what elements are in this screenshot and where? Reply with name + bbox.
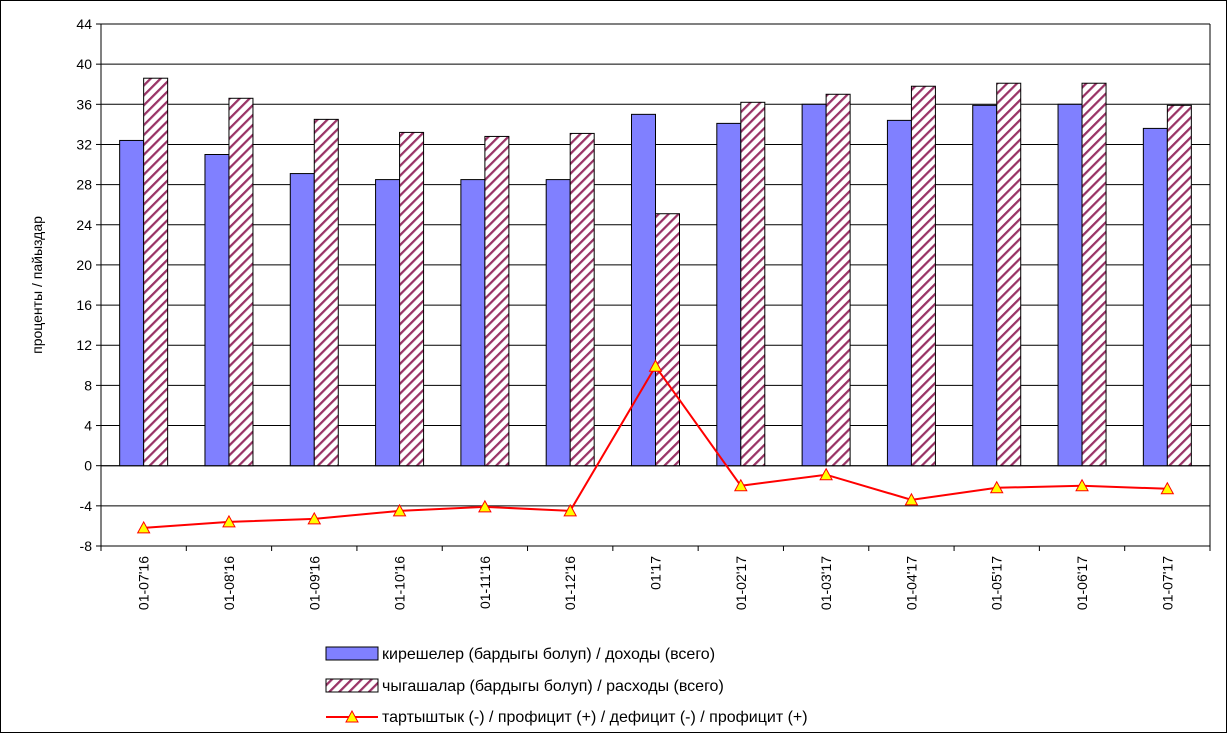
line-point-marker — [648, 359, 663, 372]
y-tick-label: 40 — [76, 56, 92, 72]
x-tick-label: 01'17 — [648, 556, 664, 590]
bar-income — [545, 179, 571, 467]
bar-income — [801, 103, 827, 467]
bar-income — [119, 139, 145, 467]
bar-expense — [740, 101, 766, 467]
bar-income — [289, 173, 315, 467]
bar-income — [886, 119, 912, 467]
legend-swatch-balance-marker — [345, 709, 359, 723]
line-point-marker — [392, 503, 407, 517]
bar-expense — [313, 118, 339, 467]
legend-swatch-expense — [325, 678, 379, 693]
line-point-marker — [819, 467, 833, 481]
legend-label: тартыштык (-) / профицит (+) / дефицит (… — [382, 709, 808, 726]
y-tick-label: 36 — [76, 96, 92, 112]
axes: -8 -4 0 4 8 12 16 20 24 28 32 36 40 44 проценты / пайы… — [29, 16, 1211, 610]
y-tick-label: 32 — [76, 136, 92, 152]
bars — [119, 77, 1192, 467]
bar-expense — [143, 77, 169, 467]
x-tick-label: 01-02'17 — [733, 556, 749, 610]
x-tick-label: 01-04'17 — [903, 556, 919, 610]
y-tick-label: 44 — [76, 16, 92, 32]
y-tick-label: -8 — [80, 538, 93, 554]
x-tick-label: 01-05'17 — [989, 556, 1005, 610]
x-tick-label: 01-03'17 — [818, 556, 834, 610]
bar-income — [716, 122, 742, 467]
x-tick-label: 01-07'17 — [1159, 556, 1175, 610]
line-point-marker — [1075, 478, 1089, 492]
x-tick-label: 01-07'16 — [136, 556, 152, 610]
bar-income — [972, 104, 998, 467]
bar-expense — [1166, 104, 1192, 467]
y-tick-label: 0 — [84, 458, 92, 474]
y-tick-label: 4 — [84, 418, 92, 434]
legend-swatch-income — [325, 646, 379, 661]
bar-expense — [910, 85, 936, 467]
bar-expense — [228, 97, 254, 467]
y-tick-label: 8 — [84, 377, 92, 393]
bar-income — [460, 179, 486, 467]
x-tick-label: 01-09'16 — [306, 556, 322, 610]
y-tick-label: 12 — [76, 337, 92, 353]
y-tick-label: -4 — [80, 498, 93, 514]
x-tick-label: 01-06'17 — [1074, 556, 1090, 610]
line-point-marker — [307, 511, 322, 525]
line-point-marker — [1160, 481, 1175, 495]
bar-expense — [996, 82, 1022, 467]
bar-expense — [655, 213, 680, 467]
bar-expense — [1081, 82, 1107, 467]
bar-income — [375, 179, 401, 467]
bar-expense — [484, 135, 510, 467]
bar-expense — [569, 132, 595, 467]
y-tick-label: 16 — [76, 297, 92, 313]
x-tick-label: 01-11'16 — [477, 556, 493, 609]
x-tick-label: 01-08'16 — [221, 556, 237, 610]
line-series — [136, 359, 1175, 534]
x-tick-label: 01-12'16 — [562, 556, 578, 610]
bar-income — [1057, 103, 1083, 467]
line-point-marker — [222, 514, 236, 528]
legend-label: кирешелер (бардыгы болуп) / доходы (всег… — [382, 646, 715, 663]
legend: кирешелер (бардыгы болуп) / доходы (всег… — [325, 646, 808, 726]
y-tick-label: 28 — [76, 177, 92, 193]
line-point-marker — [478, 499, 492, 513]
line-point-marker — [563, 503, 578, 517]
bar-expense — [399, 131, 425, 467]
y-axis-title: проценты / пайыздар — [29, 216, 45, 354]
line-point-marker — [733, 478, 748, 492]
y-tick-label: 20 — [76, 257, 92, 273]
line-point-marker — [136, 520, 151, 534]
bar-expense — [825, 93, 851, 467]
bar-income — [1142, 127, 1168, 467]
legend-label: чыгашалар (бардыгы болуп) / расходы (все… — [382, 678, 724, 695]
bar-income — [631, 113, 656, 467]
line-point-marker — [904, 492, 919, 506]
y-tick-label: 24 — [76, 217, 92, 233]
line-point-marker — [989, 480, 1004, 494]
x-tick-label: 01-10'16 — [392, 556, 408, 610]
bar-income — [204, 154, 230, 467]
